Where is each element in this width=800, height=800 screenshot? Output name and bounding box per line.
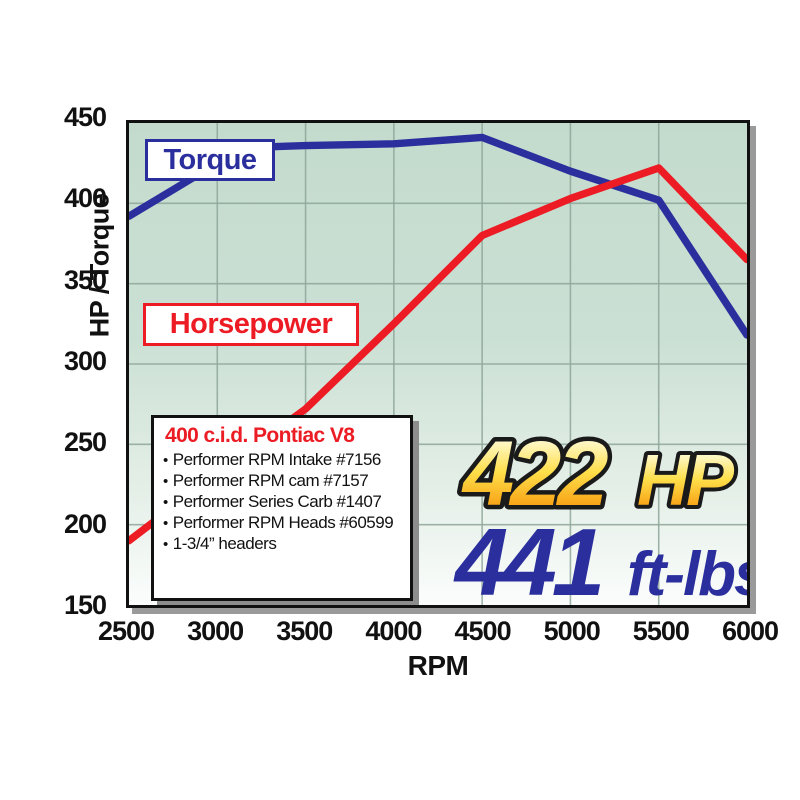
x-axis-tick: 4500 [454,616,512,646]
y-axis-tick: 300 [63,346,107,376]
x-axis-tick: 2500 [97,616,155,646]
plot-area: Torque Horsepower 400 c.i.d. Pontiac V8 … [126,120,750,608]
x-axis-title: RPM [407,650,469,681]
x-axis-tick: 3000 [187,616,244,646]
spec-box-item-text: Performer RPM Intake #7156 [172,450,382,469]
spec-box-item: • Performer Series Carb #1407 [163,492,402,512]
y-axis-tick: 400 [63,183,107,214]
y-axis-tick: 200 [63,508,107,539]
bullet-icon: • [163,515,168,532]
y-axis-tick: 350 [63,264,107,295]
y-axis-tick: 450 [63,102,107,132]
spec-box-item-text: Performer RPM cam #7157 [172,471,369,490]
spec-box-item: • Performer RPM cam #7157 [163,471,402,491]
bullet-icon: • [163,494,168,511]
x-axis-tick: 4000 [365,616,422,646]
x-axis-tick: 5000 [543,616,601,646]
horsepower-series-label: Horsepower [143,303,359,346]
bullet-icon: • [163,536,168,553]
spec-box-item-list: • Performer RPM Intake #7156 • Performer RP… [163,450,402,554]
bullet-icon: • [163,452,168,469]
spec-box-item: • 1-3/4” headers [163,534,402,554]
spec-box-item-text: 1-3/4” headers [172,534,277,553]
x-axis-tick: 5500 [632,616,690,646]
torque-series-label: Torque [145,139,275,181]
spec-box-item-text: Performer Series Carb #1407 [172,492,382,511]
x-axis-tick: 3500 [276,616,333,646]
spec-box-item: • Performer RPM Heads #60599 [163,513,402,533]
y-axis-tick-list: 450 400 350 300 250 200 150 [20,0,107,800]
spec-box-title: 400 c.i.d. Pontiac V8 [165,424,355,447]
x-axis-tick: 6000 [721,616,779,646]
spec-box-item-text: Performer RPM Heads #60599 [172,513,394,532]
y-axis-tick: 150 [63,590,107,620]
bullet-icon: • [163,473,168,490]
y-axis-tick: 250 [63,427,107,458]
engine-spec-box: 400 c.i.d. Pontiac V8 • Performer RPM Int… [151,415,413,601]
spec-box-item: • Performer RPM Intake #7156 [163,450,402,470]
